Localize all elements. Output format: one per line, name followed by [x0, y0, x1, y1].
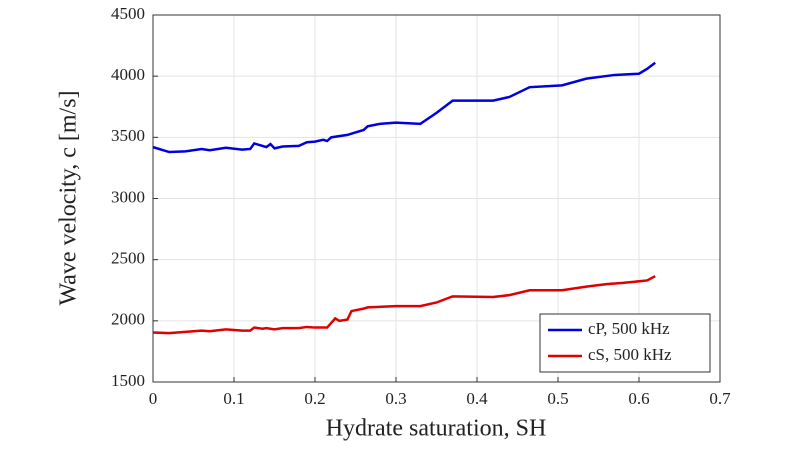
x-tick-label: 0.6 [628, 389, 649, 408]
x-axis-label: Hydrate saturation, SH [326, 416, 547, 442]
x-tick-label: 0.4 [466, 389, 488, 408]
x-tick-label: 0.1 [223, 389, 244, 408]
data-line [152, 61, 656, 154]
y-tick-label: 2500 [111, 249, 145, 268]
x-tick-label: 0.7 [709, 389, 731, 408]
y-tick-label: 2000 [111, 310, 145, 329]
legend-label: cP, 500 kHz [588, 319, 670, 338]
legend-label: cS, 500 kHz [588, 345, 672, 364]
y-tick-label: 4000 [111, 65, 145, 84]
x-tick-label: 0.5 [547, 389, 568, 408]
x-tick-label: 0 [149, 389, 158, 408]
y-tick-label: 4500 [111, 4, 145, 23]
y-tick-label: 3000 [111, 187, 145, 206]
data-line [152, 275, 656, 335]
x-tick-label: 0.3 [385, 389, 406, 408]
x-tick-label: 0.2 [304, 389, 325, 408]
plot-frame [152, 14, 721, 383]
y-tick-label: 3500 [111, 126, 145, 145]
legend-box [539, 313, 711, 373]
y-axis-label: Wave velocity, c [m/s] [56, 90, 82, 305]
y-tick-label: 1500 [111, 371, 145, 390]
